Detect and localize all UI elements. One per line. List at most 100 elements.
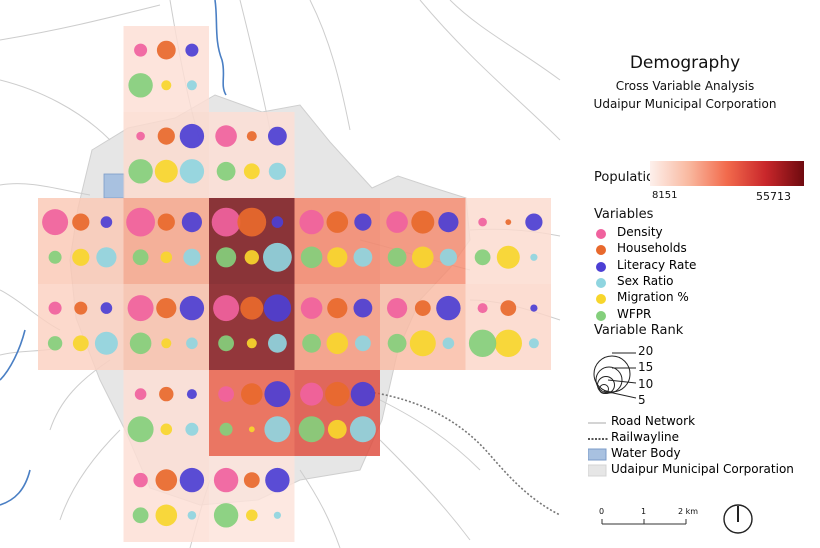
variable-circle-households — [325, 381, 350, 407]
variable-circle-wfpr — [128, 73, 153, 98]
variable-circle-density — [126, 207, 155, 237]
variable-circle-wfpr — [387, 333, 407, 353]
variable-rank-legend — [593, 352, 637, 399]
variable-circle-migration — [409, 330, 436, 357]
variable-circle-literacy-rate — [181, 212, 202, 233]
map-subtitle: Cross Variable Analysis — [615, 79, 755, 93]
legend-road-label: Road Network — [611, 414, 696, 428]
variable-circle-households — [246, 131, 257, 142]
variable-circle-literacy-rate — [185, 43, 199, 57]
variable-circle-migration — [160, 423, 173, 436]
variable-circle-density — [136, 131, 145, 141]
grid-cell — [123, 26, 209, 112]
variable-circle-households — [240, 296, 264, 320]
variable-circle-literacy-rate — [263, 294, 292, 322]
population-legend-label: Population — [594, 170, 663, 185]
variable-circle-migration — [327, 247, 348, 268]
variable-circle-density — [478, 217, 487, 227]
variable-label: WFPR — [617, 306, 652, 321]
variable-circle-households — [157, 213, 175, 231]
water-swatch — [587, 448, 607, 461]
variable-circle-households — [505, 219, 512, 226]
variable-circle-sex-ratio — [273, 511, 281, 519]
variable-circle-wfpr — [387, 247, 407, 267]
variable-circle-wfpr — [298, 416, 325, 443]
variable-circle-density — [387, 298, 408, 319]
variable-circle-sex-ratio — [268, 162, 286, 180]
variable-circle-migration — [161, 338, 172, 349]
variable-circle-literacy-rate — [354, 213, 372, 231]
variable-circle-migration — [494, 329, 522, 357]
variable-circle-migration — [243, 163, 260, 180]
variable-circle-households — [156, 40, 176, 60]
variable-circle-migration — [244, 250, 259, 265]
rank-level-15: 15 — [638, 360, 654, 374]
north-arrow-icon — [723, 504, 753, 534]
water-bodies — [0, 0, 227, 506]
variable-circle-density — [213, 467, 239, 493]
legend-road: Road Network — [588, 414, 695, 430]
variable-circle-literacy-rate — [530, 304, 538, 312]
variable-circle-density — [133, 472, 148, 488]
variable-circle-households — [241, 383, 263, 405]
variable-circle-migration — [246, 338, 257, 349]
population-min: 8151 — [652, 190, 678, 201]
variable-circle-migration — [496, 245, 520, 269]
variable-circle-density — [42, 209, 69, 236]
variable-swatch — [596, 229, 606, 239]
variable-circle-density — [134, 43, 148, 57]
variable-circle-density — [477, 303, 488, 314]
variable-circle-sex-ratio — [530, 253, 538, 261]
variable-circle-literacy-rate — [525, 213, 543, 231]
variable-circle-wfpr — [213, 503, 239, 528]
variable-circle-migration — [326, 332, 349, 355]
variable-label: Households — [617, 241, 687, 256]
variable-circle-migration — [161, 80, 172, 91]
variable-circle-households — [411, 210, 435, 234]
variable-circle-wfpr — [219, 422, 233, 436]
variable-circle-density — [215, 125, 237, 147]
map-subtitle-area: Udaipur Municipal Corporation — [593, 97, 777, 111]
variable-circle-literacy-rate — [265, 467, 290, 493]
grid-cell — [38, 284, 124, 370]
variable-circle-wfpr — [468, 329, 497, 357]
variable-circle-sex-ratio — [528, 338, 539, 349]
variable-swatch — [596, 261, 606, 272]
variable-circle-households — [156, 298, 177, 319]
umc-swatch — [587, 464, 607, 477]
variable-circle-wfpr — [474, 249, 491, 266]
legend-umc-label: Udaipur Municipal Corporation — [611, 462, 794, 476]
variable-circle-households — [237, 207, 267, 237]
variable-circle-wfpr — [47, 336, 63, 351]
variable-circle-wfpr — [218, 335, 235, 352]
variable-rank-title: Variable Rank — [594, 323, 684, 338]
variable-circle-sex-ratio — [353, 247, 373, 267]
variable-circle-literacy-rate — [436, 295, 461, 321]
variable-circles — [42, 40, 543, 528]
variable-circle-sex-ratio — [94, 331, 118, 355]
variable-circle-wfpr — [127, 416, 154, 443]
variable-circle-sex-ratio — [442, 337, 455, 350]
variable-circle-literacy-rate — [438, 212, 459, 233]
scale-tick-0: 0 — [599, 507, 604, 516]
variable-circle-households — [326, 211, 349, 233]
variable-label: Density — [617, 225, 663, 239]
variable-circle-sex-ratio — [179, 159, 205, 184]
variable-swatch — [596, 277, 606, 288]
rank-level-20: 20 — [638, 344, 654, 358]
variable-circle-literacy-rate — [100, 216, 113, 228]
variable-circle-migration — [412, 246, 434, 269]
variable-circle-households — [155, 469, 178, 491]
variable-circle-households — [74, 301, 88, 315]
railway-line — [369, 391, 561, 516]
variable-swatch — [596, 310, 606, 321]
variable-circle-literacy-rate — [350, 381, 376, 407]
variable-circle-density — [127, 295, 154, 322]
grid-cell — [209, 112, 295, 198]
variable-circle-literacy-rate — [179, 295, 205, 321]
variable-circle-wfpr — [302, 333, 321, 353]
population-color-ramp — [650, 161, 804, 186]
variable-circle-migration — [72, 248, 90, 266]
variable-circle-households — [500, 300, 517, 316]
variable-circle-density — [386, 211, 408, 233]
